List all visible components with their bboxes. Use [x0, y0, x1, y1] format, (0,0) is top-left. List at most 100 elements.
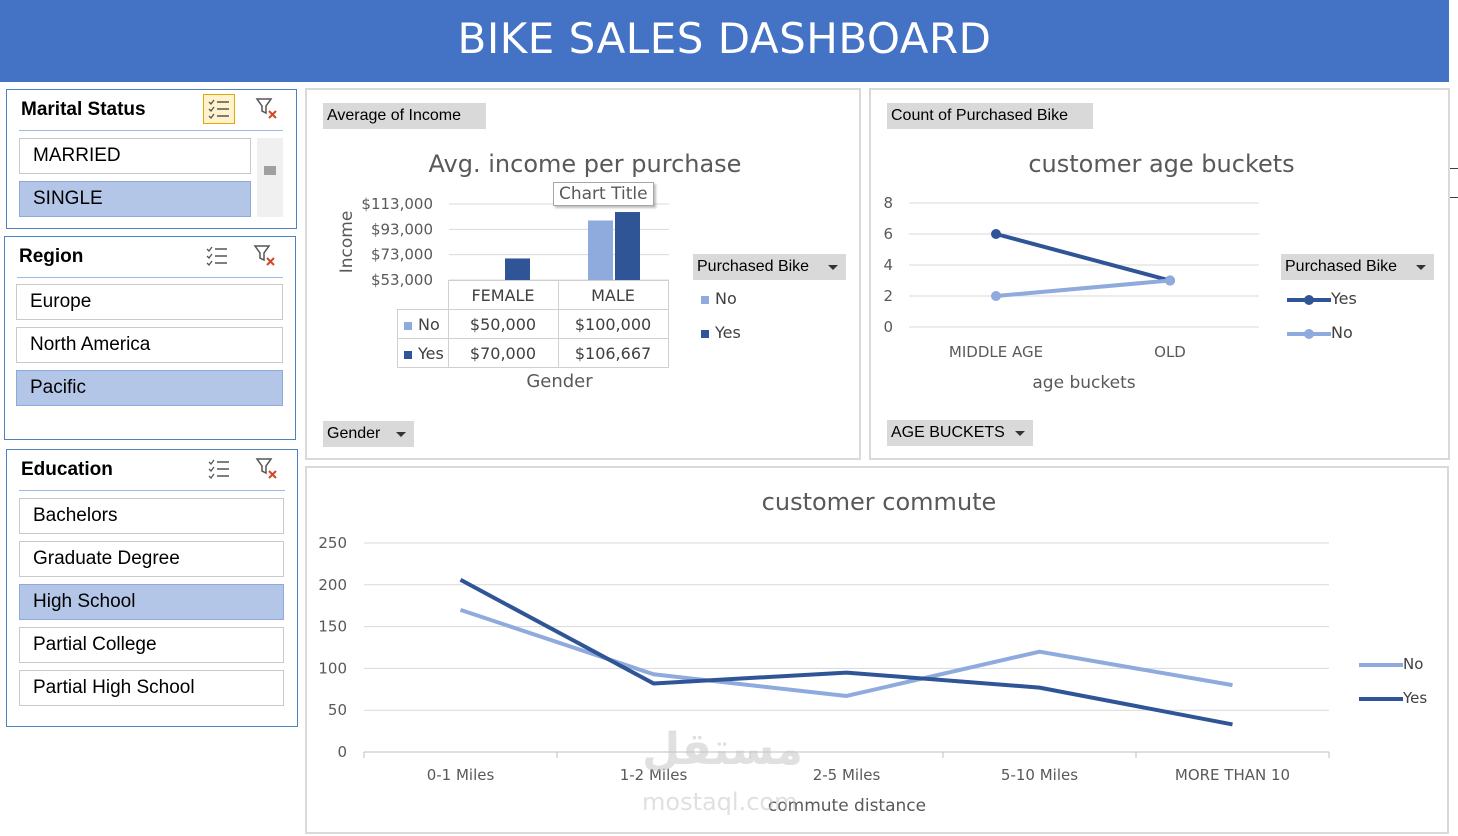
slicer-marital-status: Marital Status MARRIED SINGLE	[6, 89, 297, 229]
legend-item-yes: Yes	[1359, 689, 1427, 707]
multi-select-button[interactable]	[203, 454, 235, 484]
income-chart-panel: Average of Income Avg. income per purcha…	[305, 88, 861, 460]
slicer-title: Marital Status	[21, 99, 146, 120]
x-tick-label: 5-10 Miles	[1001, 766, 1078, 784]
slicer-item-single[interactable]: SINGLE	[19, 181, 251, 217]
legend-label: Yes	[1403, 689, 1428, 707]
table-header-male: MALE	[557, 280, 669, 310]
dashboard-title: BIKE SALES DASHBOARD	[457, 14, 992, 63]
legend-label: No	[1403, 655, 1424, 673]
series-line-yes	[459, 578, 1233, 727]
value-field-button[interactable]: Average of Income	[323, 103, 486, 129]
slicer-item-pacific[interactable]: Pacific	[16, 370, 283, 406]
scrollbar-thumb[interactable]	[264, 166, 276, 175]
table-row: No $50,000 $100,000	[397, 309, 669, 339]
slicer-education: Education Bachelors Graduate Degree High…	[6, 449, 298, 727]
slicer-item-partial-college[interactable]: Partial College	[19, 627, 284, 663]
x-tick-label: 2-5 Miles	[813, 766, 881, 784]
y-tick-label: 8	[883, 194, 893, 212]
slicer-item-north-america[interactable]: North America	[16, 327, 283, 363]
commute-chart-panel: customer commute 0 50 100 150 200 250 0-1 Mile…	[305, 466, 1449, 834]
slicer-item-graduate-degree[interactable]: Graduate Degree	[19, 541, 284, 577]
slicer-title: Education	[21, 459, 113, 480]
table-header-female: FEMALE	[447, 280, 559, 310]
legend-field-label: Purchased Bike	[1285, 258, 1398, 275]
chart-title: Avg. income per purchase	[428, 150, 742, 178]
legend-item-yes: Yes	[1287, 289, 1357, 308]
slicer-item-partial-high-school[interactable]: Partial High School	[19, 670, 284, 706]
multi-select-button[interactable]	[201, 241, 233, 271]
legend-line-no-icon	[1359, 662, 1403, 667]
commute-chart: 0 50 100 150 200 250 0-1 Miles 1-2 Miles 2-5 Mil…	[318, 534, 1330, 816]
series-line-yes	[995, 232, 1171, 283]
legend-item-no: No	[701, 289, 737, 308]
legend-field-label: Purchased Bike	[697, 258, 810, 275]
y-tick-label: 100	[318, 659, 347, 677]
multi-select-button[interactable]	[203, 94, 235, 124]
watermark-arabic: مستقل	[642, 724, 803, 775]
chart-tooltip: Chart Title	[553, 182, 654, 206]
dropdown-arrow-icon	[828, 265, 838, 270]
legend-swatch-yes	[404, 350, 412, 359]
y-tick-label: 200	[318, 576, 347, 594]
slicer-item-high-school[interactable]: High School	[19, 584, 284, 620]
legend-swatch-no	[404, 321, 412, 330]
y-tick-label: 2	[883, 287, 893, 305]
y-tick-label: 0	[337, 743, 347, 761]
slicer-title: Region	[19, 246, 84, 267]
legend-label: No	[1331, 323, 1353, 342]
slicer-header: Region	[17, 237, 283, 278]
bar-no-male	[588, 220, 613, 280]
axis-field-button[interactable]: Gender	[323, 421, 414, 447]
clear-filter-button[interactable]	[251, 94, 283, 124]
data-point-yes	[991, 229, 1001, 239]
watermark-latin: mostaql.com	[642, 788, 798, 816]
y-tick-label: 0	[883, 318, 893, 336]
legend-field-button[interactable]: Purchased Bike	[1281, 254, 1434, 280]
legend-label: Yes	[715, 323, 741, 342]
slicer-scrollbar[interactable]	[257, 138, 283, 217]
slicer-item-married[interactable]: MARRIED	[19, 138, 251, 174]
clear-filter-button[interactable]	[251, 454, 283, 484]
data-point-no	[991, 291, 1001, 301]
slicer-region: Region Europe North America Pacific	[4, 236, 296, 440]
clear-filter-icon	[253, 245, 275, 266]
legend-line-no-icon	[1287, 328, 1331, 339]
table-row: Yes $70,000 $106,667	[397, 338, 669, 368]
legend-label: Yes	[1331, 289, 1357, 308]
edge-mark	[1450, 168, 1458, 169]
y-tick-label: 250	[318, 534, 347, 552]
legend-field-button[interactable]: Purchased Bike	[693, 254, 846, 280]
clear-filter-icon	[255, 98, 277, 119]
table-cell: $106,667	[557, 338, 669, 368]
bar-yes-male	[615, 212, 640, 280]
dropdown-arrow-icon	[1015, 431, 1025, 436]
multi-select-icon	[208, 99, 229, 119]
slicer-item-bachelors[interactable]: Bachelors	[19, 498, 284, 534]
edge-mark	[1450, 197, 1458, 198]
y-tick-label: $73,000	[371, 246, 433, 264]
chart-title: customer age buckets	[1028, 150, 1295, 178]
legend-swatch-yes	[701, 330, 709, 338]
multi-select-icon	[208, 459, 229, 479]
y-axis-label: Income	[337, 211, 357, 274]
slicer-item-europe[interactable]: Europe	[16, 284, 283, 320]
slicer-header: Education	[19, 450, 285, 491]
clear-filter-icon	[255, 458, 277, 479]
y-tick-label: 4	[883, 256, 893, 274]
axis-field-button[interactable]: AGE BUCKETS	[887, 420, 1033, 446]
axis-field-label: AGE BUCKETS	[891, 424, 1005, 441]
series-line-no	[995, 278, 1171, 298]
dropdown-arrow-icon	[1416, 265, 1426, 270]
y-tick-label: $93,000	[371, 220, 433, 238]
x-tick-label: 0-1 Miles	[427, 766, 495, 784]
chart-title: customer commute	[761, 488, 997, 516]
bar-yes-female	[505, 258, 530, 280]
table-series-yes: Yes	[418, 343, 444, 363]
table-cell: $50,000	[447, 309, 559, 339]
legend-item-no: No	[1287, 323, 1353, 342]
legend-swatch-no	[701, 296, 709, 304]
value-field-button[interactable]: Count of Purchased Bike	[887, 103, 1093, 129]
x-axis-label: age buckets	[1032, 373, 1135, 393]
clear-filter-button[interactable]	[249, 241, 281, 271]
